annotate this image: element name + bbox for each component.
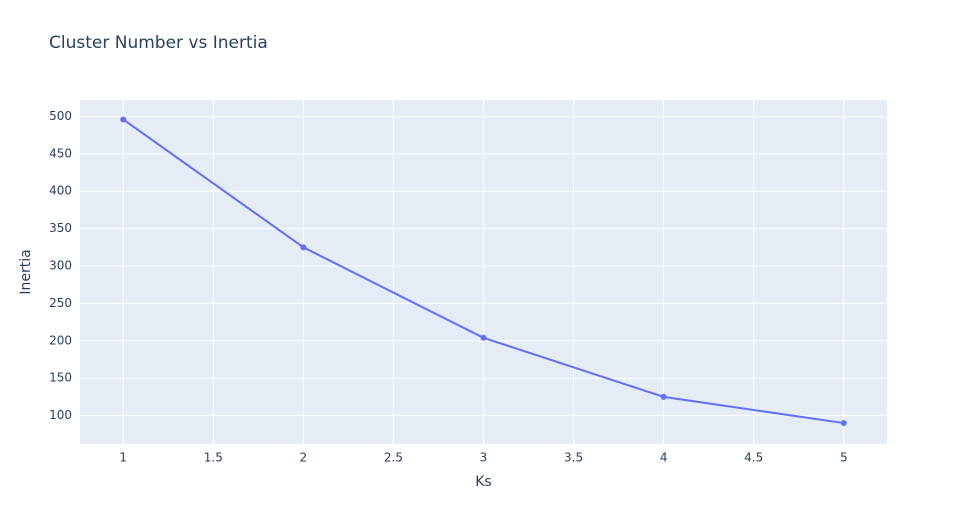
y-gridlines [80,115,887,417]
data-point [300,244,307,251]
x-axis-title: Ks [475,474,491,490]
y-tick-label: 500 [49,109,72,123]
data-point [660,393,667,400]
x-tick-label: 2.5 [384,451,403,465]
x-tick-label: 2 [300,451,308,465]
x-tick-labels: 1 1.5 2 2.5 3 3.5 4 4.5 5 [119,451,847,465]
y-tick-label: 100 [49,408,72,422]
y-tick-label: 200 [49,333,72,347]
data-point [480,334,487,341]
x-gridlines [122,100,845,444]
y-tick-label: 150 [49,371,72,385]
y-tick-label: 450 [49,146,72,160]
x-tick-label: 5 [840,451,848,465]
data-point [840,420,847,427]
y-tick-label: 250 [49,296,72,310]
chart-title: Cluster Number vs Inertia [49,33,268,53]
x-tick-label: 3 [480,451,488,465]
x-tick-label: 4 [660,451,668,465]
data-point [120,116,127,123]
y-tick-label: 400 [49,184,72,198]
x-tick-label: 4.5 [744,451,763,465]
y-axis-title: Inertia [18,249,34,294]
y-tick-label: 350 [49,221,72,235]
x-tick-label: 1 [119,451,127,465]
y-tick-label: 300 [49,259,72,273]
x-tick-label: 1.5 [204,451,223,465]
x-tick-label: 3.5 [564,451,583,465]
y-tick-labels: 100 150 200 250 300 350 400 450 500 [49,109,72,422]
series-layer [120,116,847,427]
